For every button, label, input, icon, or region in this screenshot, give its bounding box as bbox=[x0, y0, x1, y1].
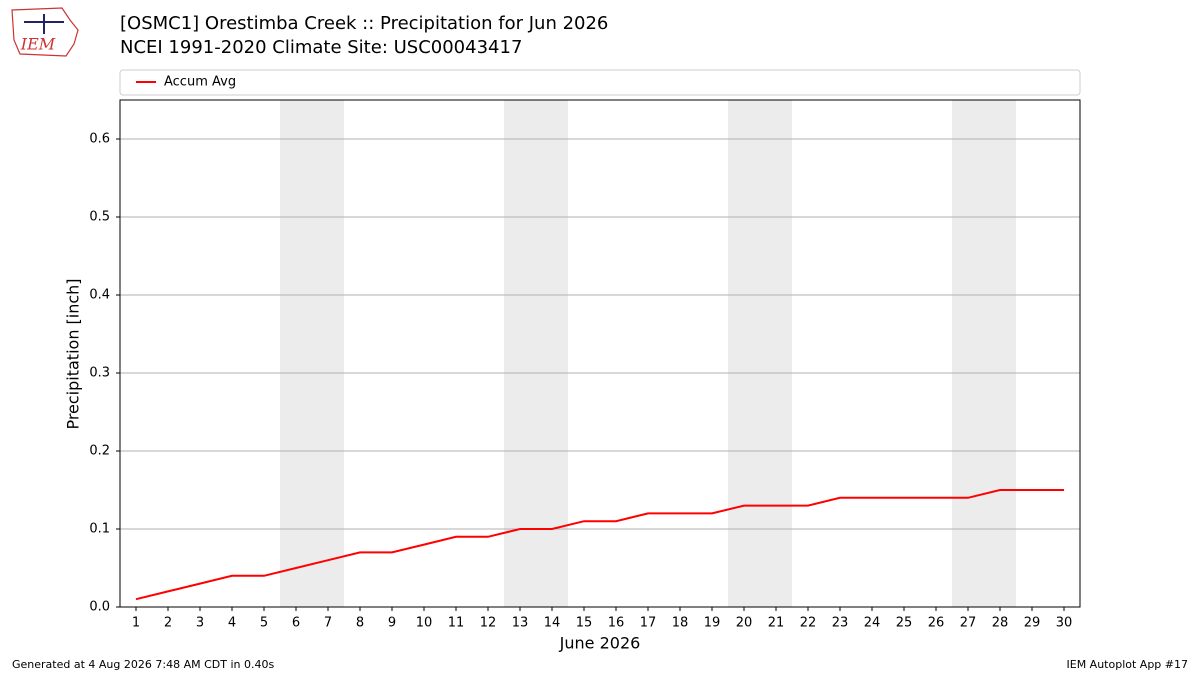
chart-subtitle: NCEI 1991-2020 Climate Site: USC00043417 bbox=[120, 37, 522, 58]
y-tick-label: 0.5 bbox=[89, 210, 110, 225]
x-tick-label: 3 bbox=[196, 616, 204, 631]
weekend-band bbox=[280, 100, 344, 607]
x-tick-label: 26 bbox=[928, 616, 945, 631]
footer-right: IEM Autoplot App #17 bbox=[1067, 658, 1189, 671]
plot-frame bbox=[119, 99, 1081, 608]
logo-text: IEM bbox=[20, 35, 56, 54]
footer-left: Generated at 4 Aug 2026 7:48 AM CDT in 0… bbox=[12, 658, 274, 671]
x-tick-label: 5 bbox=[260, 616, 268, 631]
x-tick-label: 30 bbox=[1056, 616, 1073, 631]
y-tick-label: 0.4 bbox=[89, 288, 110, 303]
y-tick-label: 0.1 bbox=[89, 522, 110, 537]
weekend-band bbox=[952, 100, 1016, 607]
x-tick-label: 4 bbox=[228, 616, 236, 631]
x-tick-label: 2 bbox=[164, 616, 172, 631]
x-tick-label: 15 bbox=[576, 616, 593, 631]
chart-title: [OSMC1] Orestimba Creek :: Precipitation… bbox=[120, 13, 608, 34]
y-axis-label: Precipitation [inch] bbox=[64, 278, 83, 429]
legend-label: Accum Avg bbox=[164, 75, 236, 90]
x-tick-label: 29 bbox=[1024, 616, 1041, 631]
y-tick-label: 0.0 bbox=[89, 600, 110, 615]
legend-box bbox=[119, 69, 1081, 96]
x-tick-label: 17 bbox=[640, 616, 657, 631]
y-tick-label: 0.2 bbox=[89, 444, 110, 459]
x-tick-label: 19 bbox=[704, 616, 721, 631]
x-tick-label: 7 bbox=[324, 616, 332, 631]
x-tick-label: 23 bbox=[832, 616, 849, 631]
weekend-band bbox=[728, 100, 792, 607]
x-tick-label: 8 bbox=[356, 616, 364, 631]
series-line bbox=[135, 489, 1064, 601]
x-tick-label: 24 bbox=[864, 616, 881, 631]
x-tick-label: 21 bbox=[768, 616, 785, 631]
x-tick-label: 25 bbox=[896, 616, 913, 631]
x-tick-label: 12 bbox=[480, 616, 497, 631]
x-tick-label: 22 bbox=[800, 616, 817, 631]
logo: IEM bbox=[11, 7, 79, 57]
x-tick-label: 28 bbox=[992, 616, 1009, 631]
y-tick-label: 0.3 bbox=[89, 366, 110, 381]
x-tick-label: 18 bbox=[672, 616, 689, 631]
x-tick-label: 27 bbox=[960, 616, 977, 631]
x-tick-label: 1 bbox=[132, 616, 140, 631]
x-tick-label: 11 bbox=[448, 616, 465, 631]
x-tick-label: 20 bbox=[736, 616, 753, 631]
x-tick-label: 9 bbox=[388, 616, 396, 631]
y-tick-label: 0.6 bbox=[89, 132, 110, 147]
x-tick-label: 10 bbox=[416, 616, 433, 631]
weekend-band bbox=[504, 100, 568, 607]
x-tick-label: 6 bbox=[292, 616, 300, 631]
x-axis-label: June 2026 bbox=[559, 634, 641, 653]
x-tick-label: 13 bbox=[512, 616, 529, 631]
x-tick-label: 16 bbox=[608, 616, 625, 631]
x-tick-label: 14 bbox=[544, 616, 561, 631]
